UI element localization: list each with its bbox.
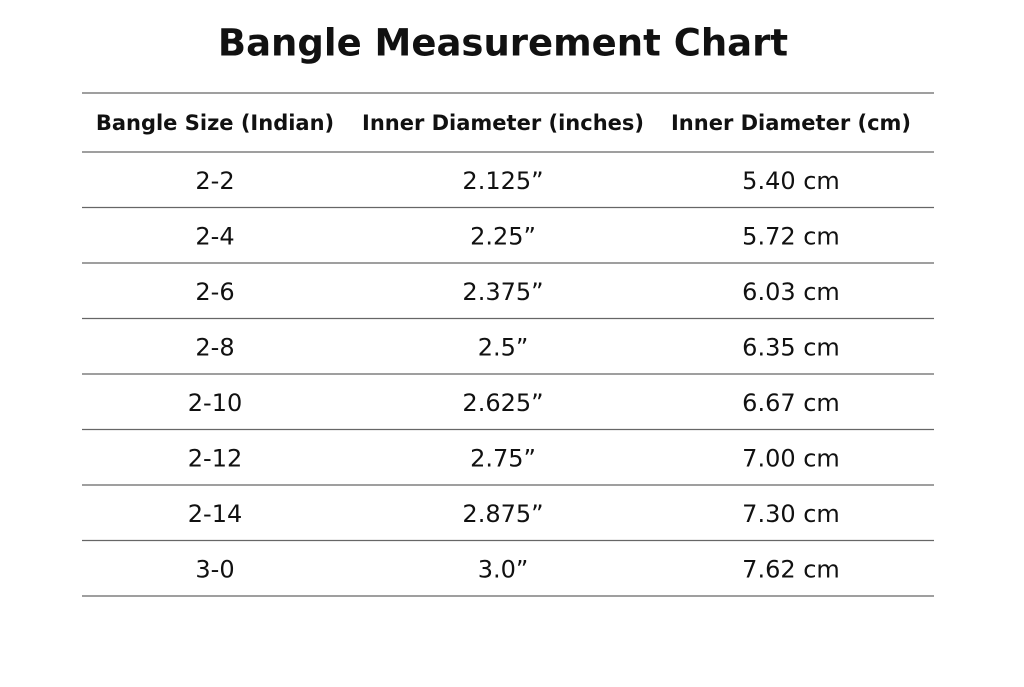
table-cell: 6.67 cm [742, 389, 840, 417]
table-cell: 2.375” [462, 278, 543, 306]
table-cell: 3.0” [478, 555, 529, 583]
table-cell: 2-6 [195, 278, 234, 306]
table-cell: 2-12 [188, 444, 242, 472]
column-header: Inner Diameter (cm) [671, 111, 911, 135]
table-cell: 7.30 cm [742, 500, 840, 528]
table-cell: 2-2 [195, 167, 234, 195]
table-cell: 2.75” [470, 444, 536, 472]
table-cell: 5.40 cm [742, 167, 840, 195]
title: Bangle Measurement Chart [218, 22, 788, 65]
column-header: Inner Diameter (inches) [362, 111, 644, 135]
table-cell: 3-0 [195, 555, 234, 583]
column-header: Bangle Size (Indian) [96, 111, 334, 135]
table-cell: 2-14 [188, 500, 242, 528]
table-cell: 2.625” [462, 389, 543, 417]
table-cell: 5.72 cm [742, 222, 840, 250]
table-cell: 6.03 cm [742, 278, 840, 306]
table-cell: 2-4 [195, 222, 234, 250]
table-cell: 2.25” [470, 222, 536, 250]
table-cell: 2-10 [188, 389, 242, 417]
table-cell: 7.00 cm [742, 444, 840, 472]
table-cell: 2-8 [195, 333, 234, 361]
table-cell: 2.5” [478, 333, 529, 361]
table-cell: 2.125” [462, 167, 543, 195]
table-cell: 7.62 cm [742, 555, 840, 583]
table-cell: 6.35 cm [742, 333, 840, 361]
table-cell: 2.875” [462, 500, 543, 528]
